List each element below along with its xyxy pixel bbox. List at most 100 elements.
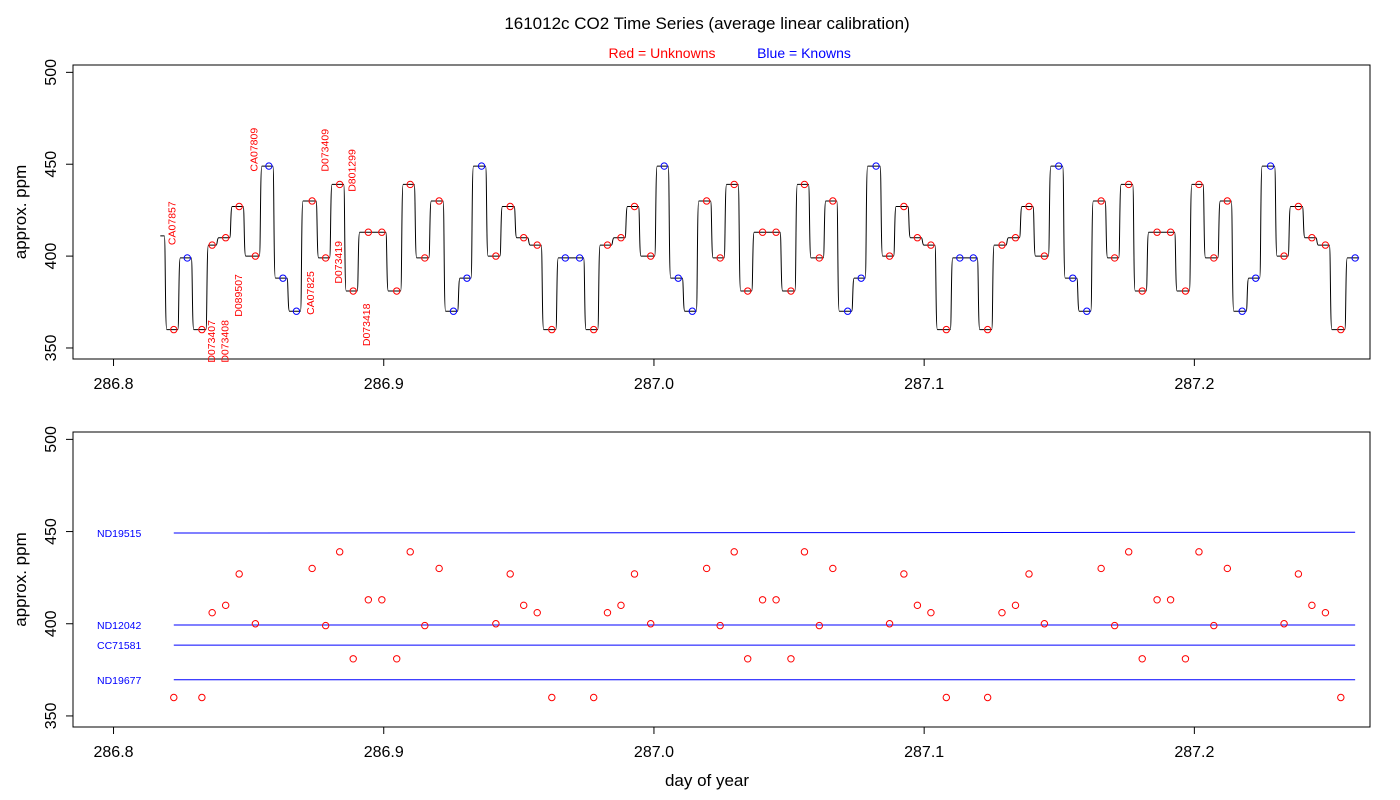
unknown-point bbox=[1153, 228, 1161, 236]
unknown-point bbox=[349, 287, 357, 295]
reference-line bbox=[173, 531, 1356, 534]
unknown-point bbox=[1294, 570, 1303, 578]
y-tick-label: 350 bbox=[43, 702, 60, 729]
unknown-point bbox=[1337, 693, 1345, 702]
subtitle-unknowns: Red = Unknowns bbox=[608, 45, 715, 61]
unknown-point bbox=[589, 693, 598, 702]
known-point bbox=[449, 307, 458, 315]
unknown-point bbox=[630, 202, 639, 211]
known-point bbox=[279, 274, 287, 282]
unknown-point bbox=[603, 241, 612, 249]
unknown-point bbox=[730, 548, 738, 556]
unknown-point bbox=[702, 564, 711, 573]
known-point bbox=[660, 162, 668, 170]
unknown-point bbox=[1011, 234, 1020, 242]
unknown-point bbox=[235, 202, 243, 211]
known-point bbox=[843, 307, 852, 315]
sample-id-label: CA07857 bbox=[167, 201, 179, 245]
sample-id-label: D073408 bbox=[219, 320, 231, 363]
unknown-point bbox=[1308, 234, 1316, 242]
known-point bbox=[872, 162, 880, 170]
unknown-point bbox=[1195, 180, 1203, 189]
unknown-point bbox=[198, 325, 206, 334]
plot-frame bbox=[72, 431, 1371, 728]
unknown-point bbox=[421, 621, 429, 630]
unknown-point bbox=[787, 287, 795, 295]
unknown-point bbox=[1153, 596, 1161, 604]
unknown-point bbox=[1011, 601, 1020, 610]
unknown-point bbox=[603, 608, 612, 617]
unknown-point bbox=[744, 287, 752, 295]
unknown-point bbox=[787, 655, 795, 663]
unknown-point bbox=[208, 608, 216, 617]
unknown-point bbox=[308, 564, 316, 573]
x-tick-label: 287.1 bbox=[904, 376, 944, 393]
unknown-point bbox=[198, 693, 206, 702]
unknown-point bbox=[421, 254, 429, 262]
plot-frame bbox=[72, 64, 1371, 360]
unknown-point bbox=[1040, 620, 1049, 628]
unknown-point bbox=[393, 287, 401, 295]
unknown-point bbox=[630, 570, 639, 578]
known-point bbox=[1069, 274, 1077, 282]
unknown-point bbox=[1166, 596, 1175, 604]
unknown-point bbox=[378, 228, 386, 236]
unknown-point bbox=[758, 228, 767, 236]
sample-id-label: D073419 bbox=[333, 241, 345, 284]
known-point bbox=[477, 162, 486, 170]
unknown-point bbox=[251, 252, 260, 260]
sample-id-label: D073418 bbox=[361, 303, 373, 346]
y-tick-label: 400 bbox=[43, 610, 60, 637]
unknown-point bbox=[406, 180, 414, 189]
unknown-point bbox=[800, 548, 809, 556]
sample-id-label: CA07809 bbox=[248, 128, 260, 172]
unknown-point bbox=[1223, 564, 1232, 573]
unknown-point bbox=[251, 620, 260, 628]
unknown-point bbox=[1138, 287, 1146, 295]
x-axis-title: day of year bbox=[665, 771, 749, 790]
unknown-point bbox=[885, 620, 894, 628]
known-point bbox=[1266, 162, 1275, 170]
unknown-point bbox=[170, 325, 178, 334]
unknown-point bbox=[1337, 325, 1345, 334]
unknown-point bbox=[1097, 197, 1105, 205]
unknown-point bbox=[983, 693, 992, 702]
unknown-point bbox=[406, 548, 414, 556]
unknown-point bbox=[885, 252, 894, 260]
unknown-point bbox=[335, 180, 344, 189]
unknown-point bbox=[335, 548, 344, 556]
unknown-point bbox=[772, 596, 780, 604]
y-axis-title: approx. ppm bbox=[11, 532, 30, 627]
unknown-point bbox=[364, 228, 373, 236]
unknown-point bbox=[533, 241, 541, 249]
unknown-point bbox=[998, 608, 1006, 617]
unknown-point bbox=[617, 601, 625, 610]
unknown-point bbox=[520, 234, 528, 242]
known-point bbox=[857, 274, 865, 282]
unknown-point bbox=[829, 564, 837, 573]
unknown-point bbox=[1181, 655, 1190, 663]
known-point bbox=[1351, 254, 1359, 262]
unknown-point bbox=[1125, 180, 1133, 189]
reference-label: ND12042 bbox=[97, 620, 142, 632]
unknown-point bbox=[744, 655, 752, 663]
unknown-point bbox=[492, 252, 500, 260]
unknown-point bbox=[1181, 287, 1190, 295]
sample-id-label: D073409 bbox=[319, 129, 331, 172]
unknown-point bbox=[702, 197, 711, 205]
unknown-point bbox=[983, 325, 992, 334]
y-tick-label: 350 bbox=[43, 335, 60, 362]
reference-label: ND19515 bbox=[97, 528, 142, 540]
unknown-point bbox=[364, 596, 373, 604]
unknown-point bbox=[927, 608, 935, 617]
unknown-point bbox=[1125, 548, 1133, 556]
sample-id-label: D801299 bbox=[346, 149, 358, 192]
known-point bbox=[674, 274, 682, 282]
y-tick-label: 500 bbox=[43, 426, 60, 453]
unknown-point bbox=[998, 241, 1006, 249]
unknown-point bbox=[900, 202, 908, 211]
unknown-point bbox=[393, 655, 401, 663]
unknown-point bbox=[1294, 202, 1303, 211]
x-tick-label: 286.8 bbox=[94, 744, 134, 761]
unknown-point bbox=[730, 180, 738, 189]
